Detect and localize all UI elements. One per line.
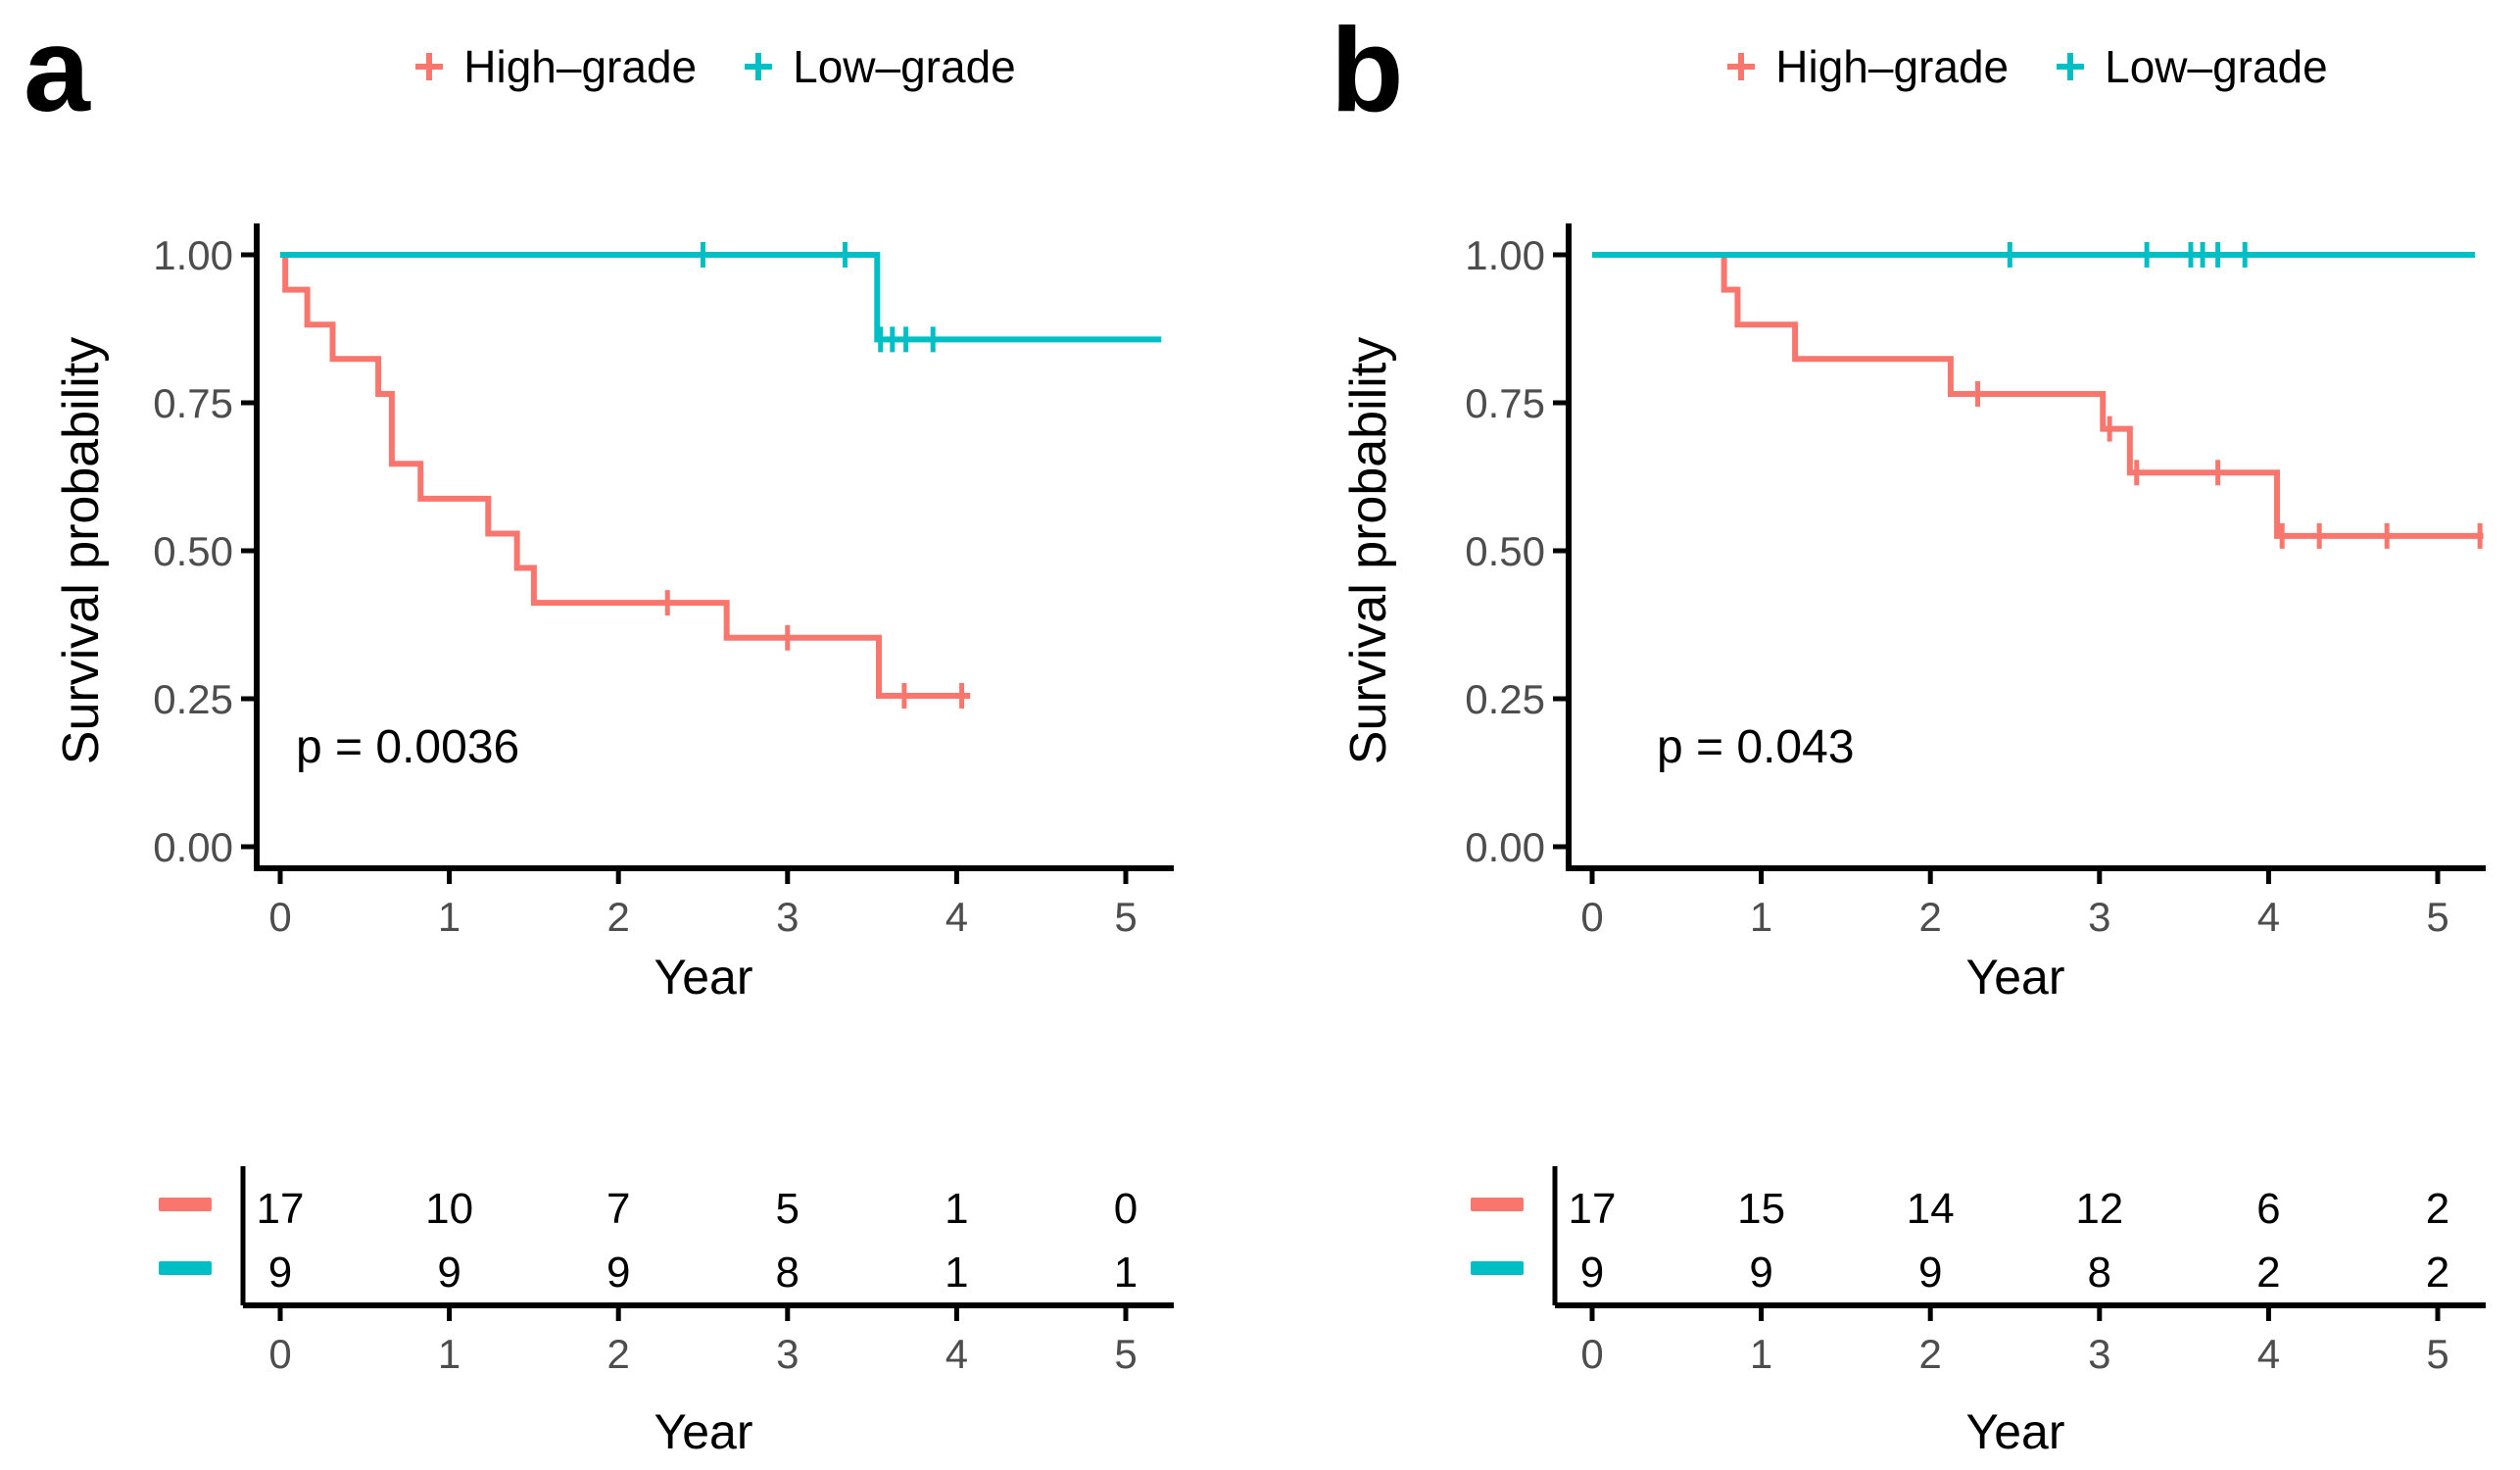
y-tick-label: 0.00 — [153, 824, 233, 870]
y-tick-label: 0.50 — [153, 528, 233, 574]
survival-curve-high-grade — [280, 252, 971, 699]
risk-count: 2 — [2256, 1249, 2280, 1297]
legend-label-high-grade: High–grade — [463, 41, 698, 92]
risk-count: 9 — [606, 1249, 630, 1297]
y-tick-label: 0.75 — [153, 380, 233, 426]
risk-table-x-tick-label: 2 — [607, 1331, 630, 1377]
risk-count: 17 — [1569, 1185, 1617, 1233]
x-tick-label: 0 — [1580, 894, 1603, 940]
risk-table-x-axis-title: Year — [1965, 1404, 2064, 1459]
x-tick-label: 2 — [1919, 894, 1942, 940]
risk-count: 1 — [945, 1185, 968, 1233]
risk-table-x-tick-label: 0 — [268, 1331, 291, 1377]
legend-label-low-grade: Low–grade — [2105, 41, 2328, 92]
y-tick-label: 0.75 — [1465, 380, 1545, 426]
legend-item-low-grade: Low–grade — [2054, 40, 2328, 93]
risk-count: 1 — [1114, 1249, 1138, 1297]
risk-table-x-tick-label: 4 — [2257, 1331, 2280, 1377]
risk-table-x-axis-title: Year — [654, 1404, 752, 1459]
legend-item-high-grade: High–grade — [412, 40, 697, 93]
axis-lines — [254, 223, 1174, 871]
risk-count: 17 — [257, 1185, 305, 1233]
risk-count: 9 — [437, 1249, 460, 1297]
censor-plus-icon — [745, 53, 773, 80]
risk-count: 5 — [776, 1185, 800, 1233]
x-tick-label: 1 — [438, 894, 460, 940]
risk-table-x-tick-label: 1 — [438, 1331, 460, 1377]
panel-letter-a: a — [24, 3, 90, 136]
legend-label-low-grade: Low–grade — [793, 41, 1016, 92]
risk-table-x-tick-label: 2 — [1919, 1331, 1942, 1377]
risk-count: 6 — [2256, 1185, 2280, 1233]
risk-count: 2 — [2426, 1185, 2449, 1233]
risk-count: 9 — [1918, 1249, 1942, 1297]
risk-count: 9 — [268, 1249, 292, 1297]
survival-curve-high-grade — [1592, 252, 2484, 539]
risk-count: 1 — [945, 1249, 968, 1297]
panel-letter-b: b — [1331, 3, 1404, 136]
y-tick-label: 0.25 — [1465, 676, 1545, 722]
x-tick-label: 5 — [1114, 894, 1137, 940]
x-tick-label: 4 — [2257, 894, 2280, 940]
p-value-label: p = 0.043 — [1657, 721, 1855, 773]
p-value-label: p = 0.0036 — [296, 721, 519, 773]
risk-count: 9 — [1580, 1249, 1604, 1297]
x-tick-label: 5 — [2426, 894, 2448, 940]
km-plot-panel-a: 0 1 2 3 4 5 1.00 0.75 0.50 0.25 0.00 Year Survival p… — [53, 223, 1174, 1459]
risk-count: 9 — [1749, 1249, 1772, 1297]
risk-count: 0 — [1114, 1185, 1138, 1233]
risk-row-color-key-high-grade — [1471, 1198, 1524, 1211]
y-tick-label: 0.00 — [1465, 824, 1545, 870]
risk-row-color-key-low-grade — [1471, 1261, 1524, 1275]
y-axis-title: Survival probability — [1340, 337, 1397, 764]
risk-table-x-tick-label: 4 — [945, 1331, 968, 1377]
y-tick-label: 1.00 — [153, 232, 233, 278]
risk-row-color-key-high-grade — [159, 1198, 212, 1211]
risk-count: 10 — [425, 1185, 473, 1233]
axis-lines — [1566, 223, 2486, 871]
y-tick-label: 0.50 — [1465, 528, 1545, 574]
risk-row-color-key-low-grade — [159, 1261, 212, 1275]
risk-table-x-tick-label: 3 — [776, 1331, 799, 1377]
risk-table-x-tick-label: 5 — [2426, 1331, 2448, 1377]
x-tick-label: 1 — [1750, 894, 1772, 940]
risk-count: 8 — [776, 1249, 800, 1297]
x-tick-label: 3 — [2088, 894, 2110, 940]
censor-plus-icon — [2057, 53, 2085, 80]
survival-curve-low-grade — [280, 252, 1162, 343]
risk-count: 2 — [2426, 1249, 2449, 1297]
x-axis-title: Year — [654, 950, 752, 1004]
y-tick-label: 0.25 — [153, 676, 233, 722]
risk-count: 8 — [2088, 1249, 2111, 1297]
risk-count: 14 — [1907, 1185, 1955, 1233]
x-tick-label: 4 — [945, 894, 968, 940]
x-tick-label: 3 — [776, 894, 799, 940]
risk-table-x-tick-label: 1 — [1750, 1331, 1772, 1377]
legend-label-high-grade: High–grade — [1775, 41, 2010, 92]
risk-table-x-tick-label: 3 — [2088, 1331, 2110, 1377]
legend-item-low-grade: Low–grade — [742, 40, 1016, 93]
legend-item-high-grade: High–grade — [1724, 40, 2009, 93]
risk-count: 7 — [606, 1185, 630, 1233]
legend-panel-b: High–grade Low–grade — [1569, 27, 2484, 106]
risk-count: 15 — [1737, 1185, 1785, 1233]
risk-table-x-tick-label: 5 — [1114, 1331, 1137, 1377]
x-axis-title: Year — [1965, 950, 2064, 1004]
censor-plus-icon — [415, 53, 444, 80]
censor-plus-icon — [1727, 53, 1756, 80]
legend-panel-a: High–grade Low–grade — [257, 27, 1172, 106]
risk-count: 12 — [2075, 1185, 2123, 1233]
risk-table-x-tick-label: 0 — [1580, 1331, 1603, 1377]
y-axis-title: Survival probability — [53, 337, 110, 764]
y-tick-label: 1.00 — [1465, 232, 1545, 278]
x-tick-label: 2 — [607, 894, 630, 940]
x-tick-label: 0 — [268, 894, 291, 940]
